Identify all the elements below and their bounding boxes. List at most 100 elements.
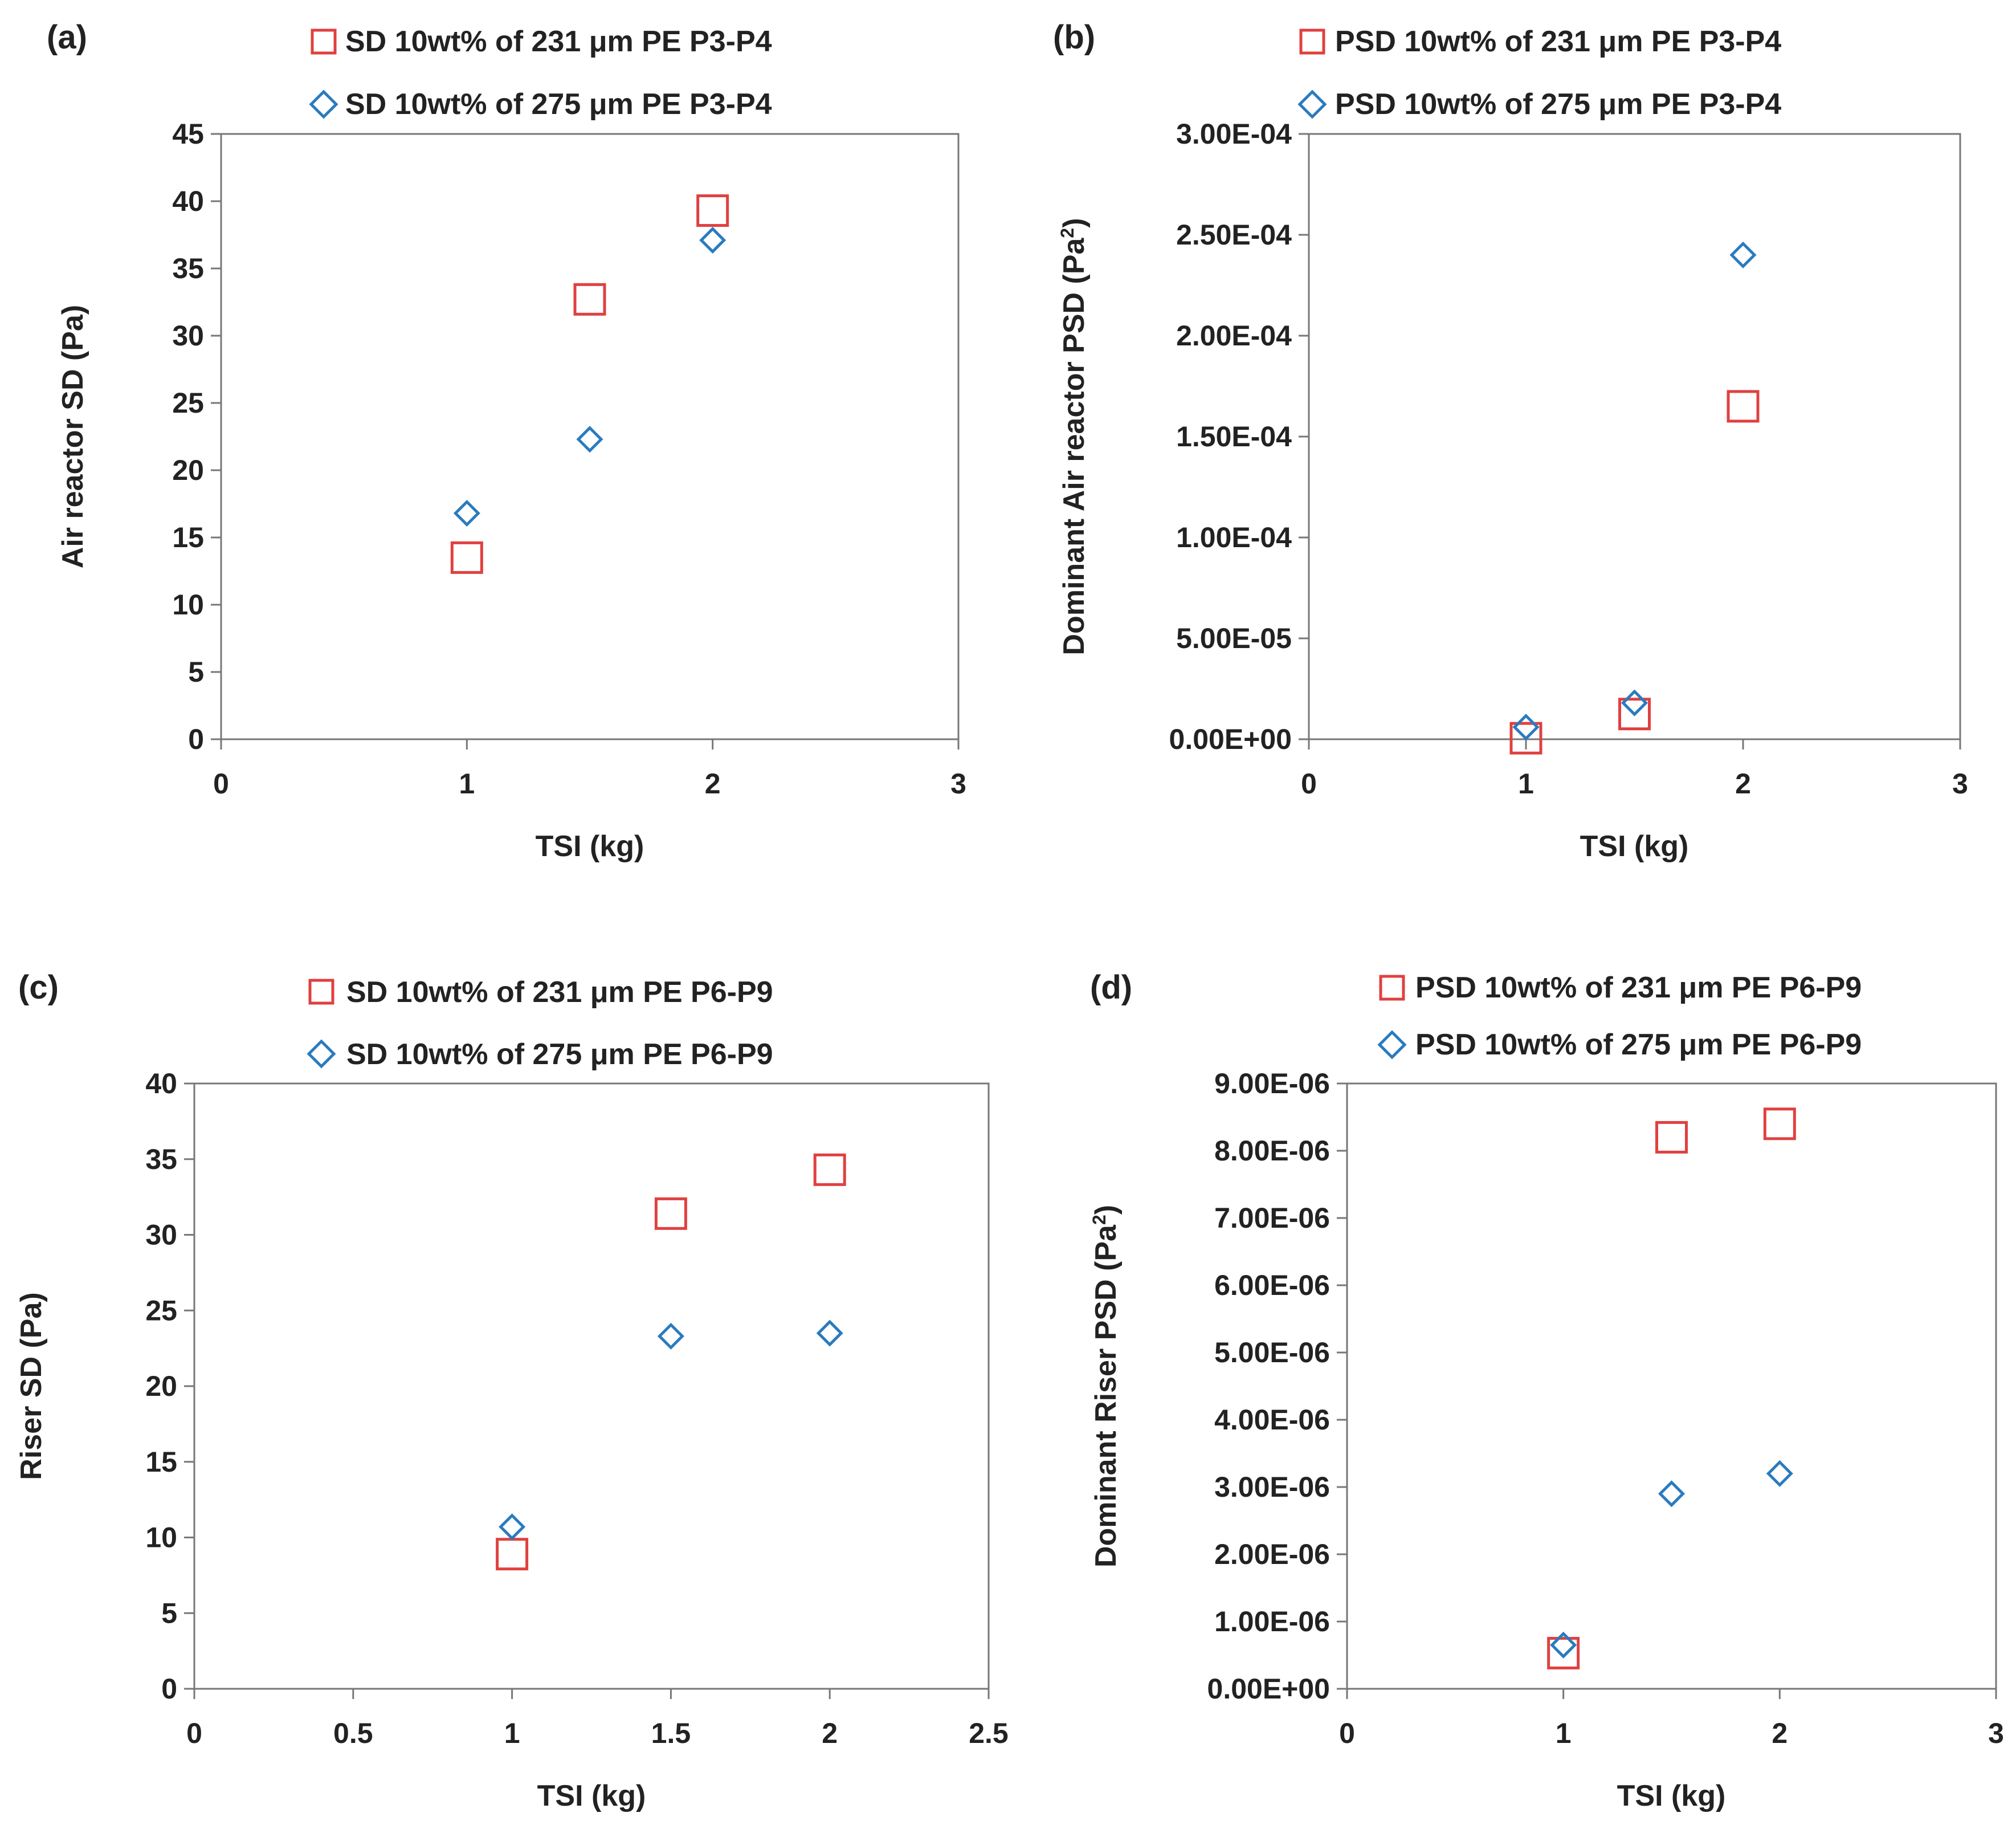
x-axis-title: TSI (kg)	[1617, 1779, 1726, 1812]
legend-label: PSD 10wt% of 275 μm PE P6-P9	[1415, 1028, 1862, 1061]
y-tick-label: 10	[145, 1522, 177, 1554]
y-axis-title: Dominant Air reactor PSD (Pa2)	[1057, 218, 1091, 655]
legend-diamond-marker	[1297, 89, 1327, 119]
y-tick-label: 15	[145, 1446, 177, 1478]
y-tick-label: 0.00E+00	[1207, 1673, 1330, 1705]
x-tick-label: 0	[1301, 768, 1317, 800]
legend-label: SD 10wt% of 275 μm PE P3-P4	[345, 88, 772, 121]
y-axis-title: Air reactor SD (Pa)	[56, 305, 89, 568]
y-axis-title-superscript: 2	[1089, 1215, 1109, 1225]
legend-square-marker	[1299, 28, 1325, 55]
y-axis-title: Dominant Riser PSD (Pa2)	[1089, 1205, 1123, 1567]
y-tick-label: 2.00E-06	[1214, 1538, 1330, 1570]
x-axis-title: TSI (kg)	[537, 1779, 646, 1812]
y-tick-label: 5	[161, 1597, 177, 1629]
x-tick-label: 2	[1735, 768, 1751, 800]
x-tick-label: 1.5	[651, 1717, 691, 1749]
legend-diamond-marker	[309, 89, 338, 119]
data-point-diamond	[1658, 1480, 1686, 1508]
x-tick-label: 3	[1988, 1717, 2004, 1749]
x-tick-label: 2	[705, 768, 721, 800]
y-tick-label: 7.00E-06	[1214, 1202, 1330, 1234]
y-tick-label: 5	[188, 656, 204, 688]
y-tick-label: 2.50E-04	[1176, 219, 1292, 251]
y-axis-title-text: Air reactor SD (Pa)	[56, 305, 89, 568]
x-tick-label: 2	[1772, 1717, 1788, 1749]
y-tick-label: 20	[172, 454, 204, 486]
data-point-diamond	[657, 1322, 684, 1350]
y-tick-label: 1.00E-04	[1176, 522, 1292, 553]
data-point-diamond	[1512, 714, 1540, 741]
y-tick-label: 35	[145, 1143, 177, 1175]
y-tick-label: 0.00E+00	[1169, 723, 1292, 755]
data-point-square	[1763, 1107, 1796, 1140]
y-tick-label: 4.00E-06	[1214, 1404, 1330, 1436]
y-tick-label: 0	[161, 1673, 177, 1705]
legend-label: SD 10wt% of 231 μm PE P6-P9	[346, 976, 773, 1009]
legend-square-marker	[308, 979, 334, 1005]
y-tick-label: 30	[145, 1219, 177, 1251]
data-point-square	[496, 1538, 529, 1571]
y-axis-title-tail: )	[1058, 218, 1091, 227]
x-axis-title: TSI (kg)	[536, 830, 644, 863]
x-tick-label: 1	[1518, 768, 1534, 800]
y-tick-label: 25	[145, 1294, 177, 1326]
y-tick-label: 20	[145, 1370, 177, 1402]
data-point-diamond	[1550, 1631, 1577, 1659]
x-tick-label: 2.5	[969, 1717, 1009, 1749]
x-axis-title: TSI (kg)	[1580, 830, 1689, 863]
data-point-diamond	[816, 1319, 843, 1347]
data-point-square	[450, 541, 483, 574]
x-tick-label: 0.5	[333, 1717, 373, 1749]
y-tick-label: 9.00E-06	[1214, 1068, 1330, 1099]
x-tick-label: 0	[186, 1717, 202, 1749]
data-point-diamond	[699, 226, 727, 254]
data-point-square	[1618, 698, 1651, 731]
panel-label: (d)	[1090, 969, 1132, 1006]
plot-frame	[1347, 1082, 1997, 1689]
panel-label: (a)	[47, 19, 87, 56]
x-tick-label: 3	[1952, 768, 1968, 800]
legend-label: SD 10wt% of 275 μm PE P6-P9	[346, 1038, 773, 1071]
y-tick-label: 45	[172, 118, 204, 150]
y-tick-label: 0	[188, 723, 204, 755]
data-point-diamond	[499, 1513, 526, 1541]
legend-label: PSD 10wt% of 231 μm PE P3-P4	[1335, 25, 1781, 58]
plot-frame	[221, 133, 960, 739]
y-tick-label: 3.00E-06	[1214, 1471, 1330, 1503]
y-axis-title-superscript: 2	[1057, 228, 1078, 238]
legend-label: SD 10wt% of 231 μm PE P3-P4	[345, 25, 772, 58]
data-point-square	[1655, 1121, 1688, 1154]
y-tick-label: 40	[172, 185, 204, 217]
plot-frame	[1309, 133, 1961, 739]
y-axis-title: Riser SD (Pa)	[15, 1292, 48, 1480]
y-tick-label: 6.00E-06	[1214, 1269, 1330, 1301]
y-axis-title-text: Dominant Riser PSD (Pa	[1089, 1224, 1123, 1567]
x-tick-label: 2	[822, 1717, 838, 1749]
x-tick-label: 1	[1556, 1717, 1572, 1749]
y-tick-label: 15	[172, 522, 204, 553]
data-point-diamond	[1729, 241, 1757, 268]
y-axis-title-text: Dominant Air reactor PSD (Pa	[1058, 237, 1091, 655]
x-tick-label: 0	[213, 768, 229, 800]
y-tick-label: 10	[172, 589, 204, 621]
chart-panel-3: (c) 0 5 10 15 20 25 30 35 40 0 0.5 1 1.5 2 2.5 TSI (kg) R…	[15, 969, 1009, 1812]
y-axis-title-text: Riser SD (Pa)	[15, 1292, 48, 1480]
y-tick-label: 30	[172, 320, 204, 352]
x-tick-label: 0	[1339, 1717, 1355, 1749]
data-point-diamond	[1621, 689, 1648, 716]
panel-label: (b)	[1053, 19, 1095, 56]
data-point-square	[654, 1197, 687, 1230]
y-tick-label: 25	[172, 387, 204, 419]
y-tick-label: 5.00E-05	[1176, 622, 1292, 654]
legend-diamond-marker	[307, 1039, 336, 1069]
data-point-square	[1727, 390, 1760, 423]
y-tick-label: 1.00E-06	[1214, 1606, 1330, 1637]
data-point-square	[696, 194, 729, 227]
y-tick-label: 1.50E-04	[1176, 421, 1292, 453]
x-tick-label: 1	[459, 768, 475, 800]
legend-square-marker	[311, 28, 337, 55]
y-tick-label: 35	[172, 252, 204, 284]
legend-square-marker	[1379, 975, 1405, 1001]
y-tick-label: 3.00E-04	[1176, 118, 1292, 150]
